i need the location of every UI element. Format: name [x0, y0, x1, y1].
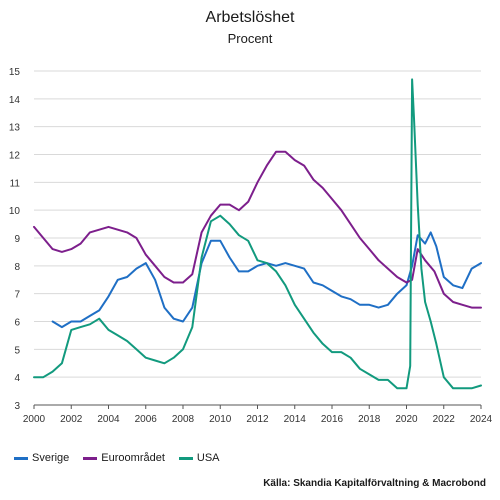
y-tick-label-4: 4: [14, 373, 20, 384]
y-tick-label-6: 6: [14, 318, 20, 329]
legend-item-sverige: Sverige: [14, 452, 69, 464]
legend-label-usa: USA: [196, 452, 220, 464]
legend-label-sverige: Sverige: [32, 452, 70, 464]
legend-swatch-sverige: [14, 456, 28, 460]
x-tick-label-2006: 2006: [135, 414, 158, 425]
x-tick-label-2002: 2002: [60, 414, 83, 425]
y-tick-label-15: 15: [9, 67, 21, 78]
y-tick-label-9: 9: [14, 234, 20, 245]
series-line-usa: [33, 78, 482, 390]
x-tick-label-2016: 2016: [321, 414, 344, 425]
x-tick-label-2022: 2022: [433, 414, 456, 425]
legend-item-usa: USA: [178, 452, 220, 464]
x-tick-label-2010: 2010: [209, 414, 232, 425]
chart-title: Arbetslöshet: [205, 9, 295, 26]
y-tick-label-10: 10: [9, 206, 21, 217]
x-tick-label-2018: 2018: [358, 414, 381, 425]
x-tick-label-2024: 2024: [470, 414, 493, 425]
chart-source: Källa: Skandia Kapitalförvaltning & Macr…: [263, 478, 486, 489]
legend-swatch-euroomradet: [83, 456, 98, 460]
chart-legend: Sverige Euroområdet USA: [14, 452, 220, 464]
y-tick-label-7: 7: [14, 290, 20, 301]
x-tick-label-2020: 2020: [395, 414, 418, 425]
legend-swatch-usa: [178, 456, 193, 460]
x-tick-label-2012: 2012: [246, 414, 269, 425]
x-tick-label-2008: 2008: [172, 414, 195, 425]
y-tick-label-11: 11: [10, 178, 21, 189]
y-tick-label-8: 8: [14, 262, 20, 273]
chart-subtitle: Procent: [227, 31, 273, 46]
y-tick-label-14: 14: [9, 95, 21, 106]
y-tick-label-13: 13: [9, 123, 21, 134]
x-tick-label-2014: 2014: [284, 414, 307, 425]
y-tick-label-3: 3: [14, 401, 20, 412]
series-line-euroomr-det: [33, 150, 482, 309]
x-tick-label-2000: 2000: [23, 414, 46, 425]
series-line-sverige: [51, 231, 482, 329]
y-tick-label-12: 12: [9, 151, 21, 162]
x-tick-label-2004: 2004: [97, 414, 120, 425]
y-tick-label-5: 5: [14, 345, 20, 356]
legend-label-euroomradet: Euroområdet: [101, 452, 165, 464]
legend-item-euroomradet: Euroområdet: [83, 452, 165, 464]
